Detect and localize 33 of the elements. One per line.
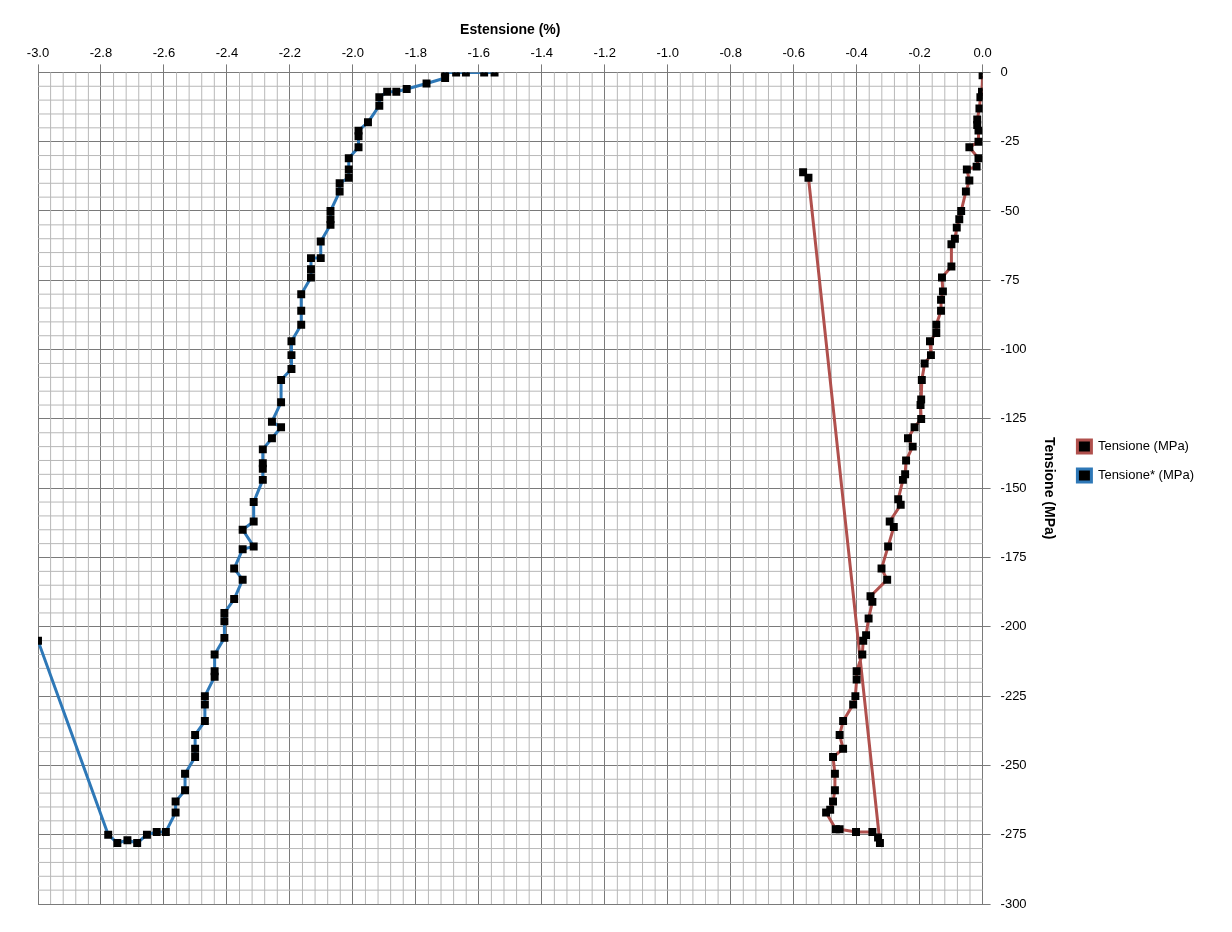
- y-tick-label: -175: [1000, 549, 1027, 565]
- x-tick-label: -1.4: [530, 45, 553, 61]
- x-tick-label: -0.8: [719, 45, 742, 61]
- y-tick-label: -150: [1000, 479, 1027, 495]
- x-tick-label: -2.8: [89, 45, 113, 61]
- x-tick-label: -1.6: [467, 45, 491, 61]
- x-axis-title: Estensione (%): [460, 21, 561, 38]
- y-tick-label: -225: [1000, 687, 1027, 703]
- y-tick-label: -25: [1000, 133, 1020, 149]
- y-tick-label: -125: [1000, 410, 1027, 426]
- y-axis-title: Tensione (MPa): [1042, 436, 1059, 540]
- x-tick-label: -2.4: [215, 45, 239, 61]
- y-tick-label: -50: [1000, 202, 1020, 218]
- x-tick-label: -2.2: [278, 45, 302, 61]
- x-tick-label: -1.2: [593, 45, 616, 61]
- x-tick-label: -0.6: [782, 45, 805, 61]
- y-tick-label: -300: [1000, 895, 1027, 911]
- x-tick-label: -1.0: [656, 45, 679, 61]
- y-tick-label: -200: [1000, 618, 1027, 634]
- y-tick-label: 0: [1000, 63, 1008, 79]
- x-tick-label: -1.8: [404, 45, 428, 61]
- x-tick-label: 0.0: [973, 45, 992, 61]
- y-tick-label: -250: [1000, 756, 1027, 772]
- x-tick-label: -0.2: [908, 45, 931, 61]
- x-tick-label: -2.0: [341, 45, 365, 61]
- legend-label: Tensione (MPa): [1097, 438, 1189, 454]
- y-tick-label: -75: [1000, 271, 1020, 287]
- x-tick-label: -2.6: [152, 45, 176, 61]
- legend-label: Tensione* (MPa): [1097, 467, 1195, 483]
- y-tick-label: -275: [1000, 826, 1027, 842]
- y-tick-label: -100: [1000, 341, 1027, 357]
- x-tick-label: -0.4: [845, 45, 868, 61]
- x-tick-label: -3.0: [26, 45, 50, 61]
